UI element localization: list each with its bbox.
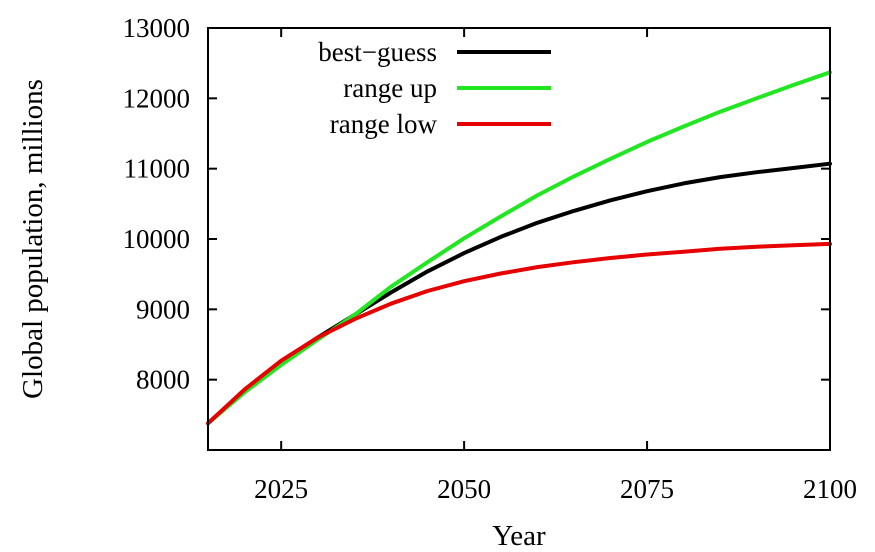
y-tick-label: 9000: [136, 294, 190, 324]
legend: best−guess range up range low: [318, 37, 551, 139]
x-tick-label: 2025: [254, 474, 308, 504]
series-line-1: [206, 70, 832, 426]
y-tick-label: 11000: [124, 154, 191, 184]
x-tick-label: 2075: [620, 474, 674, 504]
ticks-layer: 2025 2050 2075 2100 8000 9000 10000 11000 12000 1…: [123, 13, 858, 504]
series-line-0: [206, 161, 832, 426]
series-layer: [206, 70, 832, 426]
y-tick-label: 13000: [123, 13, 191, 43]
plot-frame: [207, 27, 831, 451]
y-tick-label: 8000: [136, 365, 190, 395]
y-tick-label: 12000: [123, 83, 191, 113]
legend-label-2: range low: [330, 109, 438, 139]
legend-label-0: best−guess: [318, 37, 437, 67]
y-axis-title: Global population, millions: [17, 79, 49, 399]
series-line-2: [206, 241, 832, 426]
x-tick-label: 2100: [803, 474, 857, 504]
legend-label-1: range up: [343, 73, 437, 103]
y-tick-label: 10000: [123, 224, 191, 254]
x-tick-label: 2050: [437, 474, 491, 504]
x-axis-title: Year: [492, 520, 546, 552]
